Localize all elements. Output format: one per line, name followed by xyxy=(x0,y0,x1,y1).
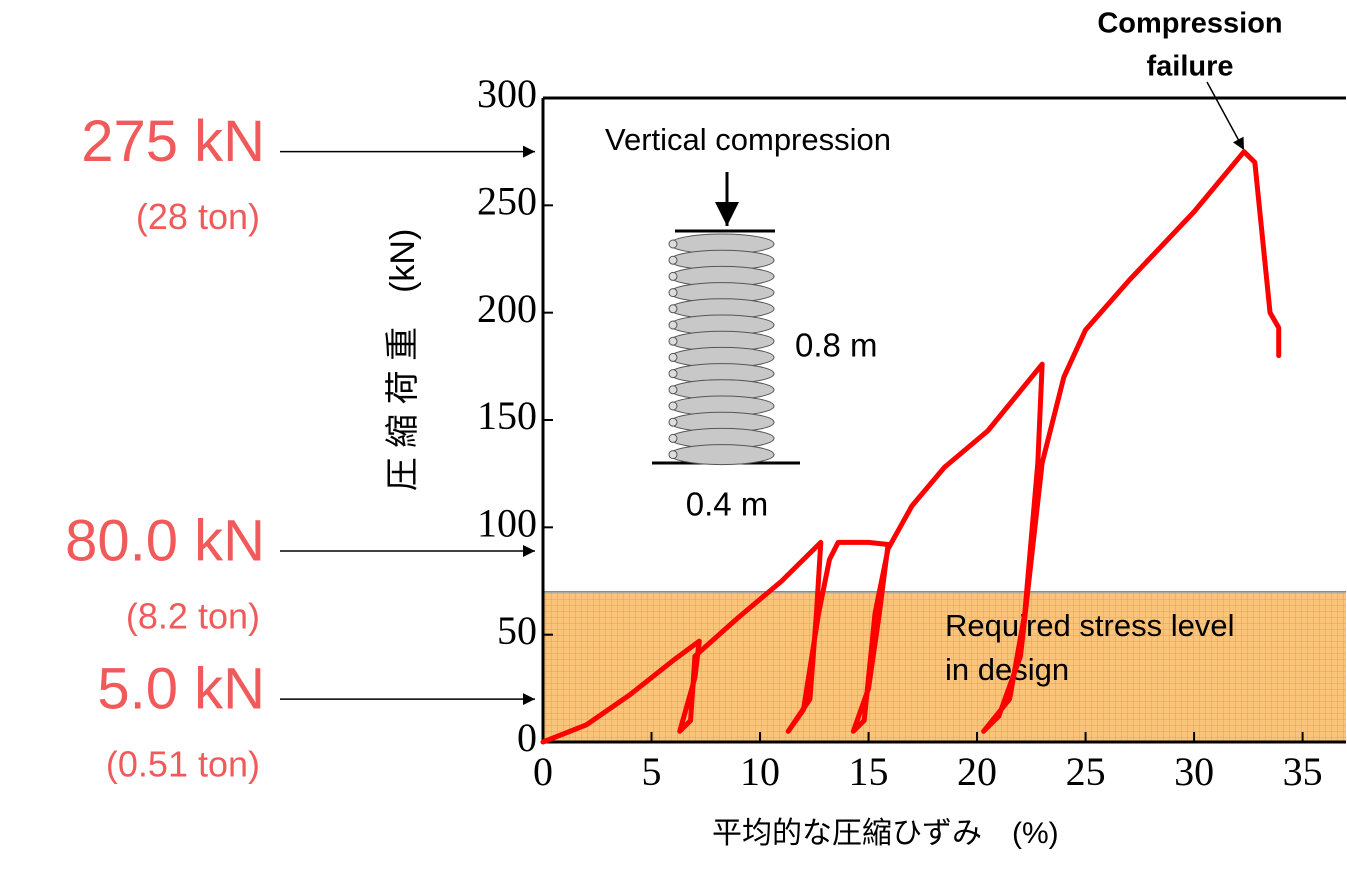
inset-diagram: Vertical compression 0.8 m 0.4 m xyxy=(605,122,891,523)
y-tick-label: 150 xyxy=(477,393,537,438)
chart: Required stress level in design Vertical … xyxy=(0,0,1347,870)
x-tick-label: 0 xyxy=(533,749,553,794)
width-label: 0.4 m xyxy=(686,486,769,523)
bag-tie xyxy=(669,272,677,280)
bag-tie xyxy=(669,240,677,248)
x-tick-label: 35 xyxy=(1283,749,1323,794)
annotation-value: 80.0 kN xyxy=(65,508,265,573)
peak-arrow xyxy=(1207,82,1244,150)
annotation-sub: (8.2 ton) xyxy=(126,595,260,636)
bag-tie xyxy=(669,451,677,459)
bag-tie xyxy=(669,386,677,394)
x-tick-label: 25 xyxy=(1066,749,1106,794)
x-tick-label: 5 xyxy=(642,749,662,794)
y-tick-label: 200 xyxy=(477,286,537,331)
x-tick-label: 15 xyxy=(849,749,889,794)
annotation-value: 275 kN xyxy=(81,109,265,174)
band-label: in design xyxy=(945,652,1069,687)
x-tick-label: 10 xyxy=(740,749,780,794)
bag-tie xyxy=(669,418,677,426)
y-axis-label: 圧 縮 荷 重 (kN) xyxy=(384,229,422,492)
x-tick-label: 20 xyxy=(957,749,997,794)
bag-tie xyxy=(669,305,677,313)
peak-note: failure xyxy=(1146,51,1233,83)
y-tick-label: 100 xyxy=(477,501,537,546)
y-tick-label: 250 xyxy=(477,179,537,224)
bag-tie xyxy=(669,256,677,264)
x-tick-label: 30 xyxy=(1174,749,1214,794)
inset-title: Vertical compression xyxy=(605,122,891,157)
bag-tie xyxy=(669,402,677,410)
annotation-value: 5.0 kN xyxy=(97,656,265,721)
sandbag xyxy=(670,445,774,465)
y-tick-label: 50 xyxy=(497,608,537,653)
annotation-sub: (28 ton) xyxy=(136,196,260,237)
annotation-sub: (0.51 ton) xyxy=(106,744,260,785)
bag-tie xyxy=(669,337,677,345)
y-tick-label: 300 xyxy=(477,71,537,116)
height-label: 0.8 m xyxy=(795,327,878,364)
band-label: Required stress level xyxy=(945,608,1234,643)
peak-note: Compression xyxy=(1097,8,1282,40)
bag-tie xyxy=(669,370,677,378)
x-axis-label: 平均的な圧縮ひずみ (%) xyxy=(712,817,1059,850)
bag-tie xyxy=(669,321,677,329)
bag-tie xyxy=(669,289,677,297)
bag-tie xyxy=(669,434,677,442)
bag-tie xyxy=(669,353,677,361)
